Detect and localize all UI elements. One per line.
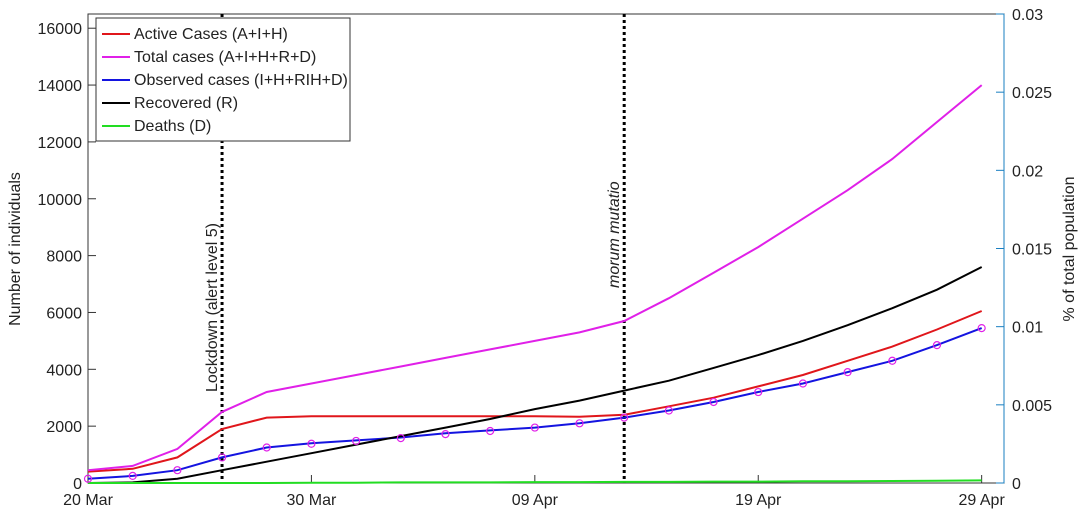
series-line xyxy=(87,84,983,472)
y2-tick-label: 0.015 xyxy=(1012,242,1052,259)
observed-point xyxy=(307,439,316,448)
observed-point xyxy=(530,423,539,432)
series-line xyxy=(87,310,983,473)
observed-point xyxy=(620,413,629,422)
x-tick-label: 20 Mar xyxy=(63,492,113,509)
observed-point xyxy=(575,419,584,428)
x-tick-label: 29 Apr xyxy=(959,492,1006,509)
y-axis-label: Number of individuals xyxy=(7,172,24,326)
observed-point xyxy=(754,387,763,397)
legend-box xyxy=(95,17,351,142)
observed-point xyxy=(888,356,897,365)
y-tick-label: 6000 xyxy=(46,305,82,322)
legend-label: Total cases (A+I+H+R+D) xyxy=(134,49,316,66)
y2-tick-label: 0.02 xyxy=(1012,163,1043,180)
y-tick-label: 12000 xyxy=(38,135,83,152)
observed-point xyxy=(262,443,271,452)
legend-label: Observed cases (I+H+RIH+D) xyxy=(134,72,348,89)
y-tick-label: 16000 xyxy=(38,21,83,38)
observed-point xyxy=(128,471,137,480)
y2-tick-label: 0.03 xyxy=(1012,7,1043,24)
y-tick-label: 14000 xyxy=(38,78,83,95)
y2-tick-label: 0.005 xyxy=(1012,398,1052,415)
y2-axis-label: % of total population xyxy=(1061,177,1078,322)
y-tick-label: 4000 xyxy=(46,362,82,379)
event-label: Lockdown (alert level 5) xyxy=(204,223,221,392)
event-label: morum mutatio xyxy=(606,181,623,288)
observed-point xyxy=(798,379,808,388)
observed-point xyxy=(843,368,852,377)
legend-label: Active Cases (A+I+H) xyxy=(134,26,288,43)
observed-point xyxy=(351,436,361,446)
series-line xyxy=(88,479,982,484)
observed-point xyxy=(664,406,673,415)
observed-point xyxy=(217,453,227,462)
y-tick-label: 8000 xyxy=(46,249,82,266)
legend-label: Deaths (D) xyxy=(134,118,211,135)
observed-point xyxy=(396,433,405,443)
observed-point xyxy=(977,323,986,333)
y2-tick-label: 0 xyxy=(1012,476,1021,493)
y-tick-label: 10000 xyxy=(38,192,83,209)
observed-point xyxy=(173,466,182,475)
x-tick-label: 19 Apr xyxy=(735,492,782,509)
observed-point xyxy=(486,426,495,436)
observed-point xyxy=(709,397,718,407)
legend-label: Recovered (R) xyxy=(134,95,238,112)
x-tick-label: 09 Apr xyxy=(512,492,559,509)
y2-tick-label: 0.01 xyxy=(1012,320,1043,337)
y-tick-label: 0 xyxy=(73,476,82,493)
y2-tick-label: 0.025 xyxy=(1012,85,1052,102)
observed-point xyxy=(83,474,93,483)
y-tick-label: 2000 xyxy=(46,419,82,436)
observed-point xyxy=(441,430,450,439)
observed-point xyxy=(932,341,942,350)
x-tick-label: 30 Mar xyxy=(287,492,337,509)
series-line xyxy=(87,327,983,480)
series-line xyxy=(87,266,983,484)
